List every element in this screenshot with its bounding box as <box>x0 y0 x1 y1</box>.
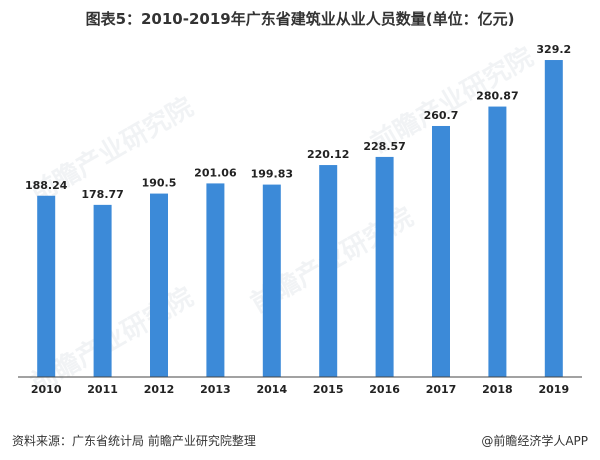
x-tick-label-2017: 2017 <box>426 383 457 396</box>
x-tick-label-2014: 2014 <box>256 383 287 396</box>
x-tick-label-2011: 2011 <box>87 383 118 396</box>
bar-2018 <box>488 106 507 377</box>
x-tick-label-2016: 2016 <box>369 383 400 396</box>
bar-2011 <box>93 204 112 377</box>
value-label-2018: 280.87 <box>476 90 518 103</box>
x-tick-label-2018: 2018 <box>482 383 513 396</box>
bar-2019 <box>544 60 563 377</box>
value-label-2015: 220.12 <box>307 148 349 161</box>
x-tick-label-2019: 2019 <box>538 383 569 396</box>
x-tick-label-2012: 2012 <box>144 383 175 396</box>
bar-2017 <box>432 125 450 377</box>
value-label-2017: 260.7 <box>424 109 459 122</box>
bar-2014 <box>262 184 281 377</box>
value-label-2016: 228.57 <box>363 140 405 153</box>
x-tick-label-2013: 2013 <box>200 383 231 396</box>
value-label-2011: 178.77 <box>81 188 123 201</box>
chart-title: 图表5：2010-2019年广东省建筑业从业人员数量(单位：亿元) <box>85 10 515 28</box>
bar-2016 <box>375 156 394 377</box>
value-label-2010: 188.24 <box>25 179 68 192</box>
bar-2015 <box>319 165 338 377</box>
source-note: 资料来源：广东省统计局 前瞻产业研究院整理 <box>12 434 256 448</box>
value-label-2012: 190.5 <box>142 177 177 190</box>
brand-label: @前瞻经济学人APP <box>481 434 588 448</box>
bar-2012 <box>150 193 168 377</box>
value-label-2019: 329.2 <box>536 43 571 56</box>
x-tick-label-2015: 2015 <box>313 383 344 396</box>
bar-2013 <box>206 183 225 377</box>
x-tick-label-2010: 2010 <box>31 383 62 396</box>
value-label-2013: 201.06 <box>194 166 237 179</box>
value-label-2014: 199.83 <box>251 168 293 181</box>
bar-2010 <box>37 195 56 377</box>
